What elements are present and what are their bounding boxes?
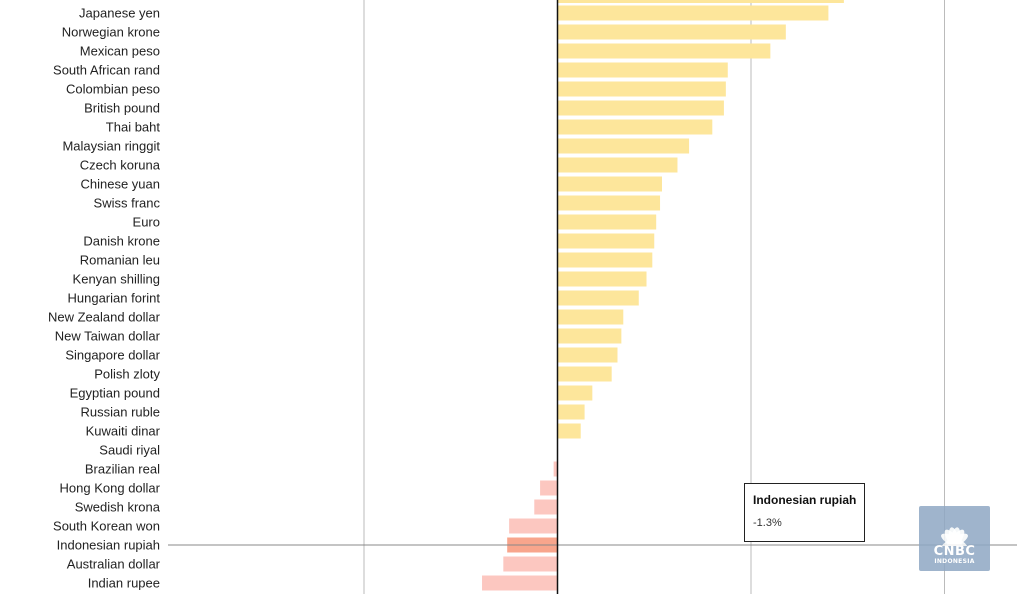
bar <box>557 81 726 97</box>
bar <box>557 404 585 420</box>
category-label: Hong Kong dollar <box>60 481 161 496</box>
category-label: Australian dollar <box>67 557 161 572</box>
category-label: South African rand <box>53 63 160 78</box>
category-label: Indian rupee <box>88 576 160 591</box>
category-label: South Korean won <box>53 519 160 534</box>
category-label: New Taiwan dollar <box>55 329 161 344</box>
tooltip-value: -1.3% <box>753 517 782 529</box>
category-label: Kuwaiti dinar <box>86 424 161 439</box>
bar <box>557 309 624 325</box>
category-label: Indonesian rupiah <box>57 538 160 553</box>
category-label: Romanian leu <box>80 253 160 268</box>
bar <box>557 423 581 439</box>
category-label: Thai baht <box>106 120 161 135</box>
bar <box>557 62 728 78</box>
category-label: Swedish krona <box>75 500 161 515</box>
category-label: Colombian peso <box>66 82 160 97</box>
bar <box>557 290 639 306</box>
bar <box>534 499 558 515</box>
bar <box>557 366 612 382</box>
bar <box>557 233 655 249</box>
tooltip-title: Indonesian rupiah <box>753 493 857 507</box>
bar <box>557 385 593 401</box>
bar <box>553 461 558 477</box>
category-label: Chinese yuan <box>81 177 161 192</box>
category-label: Swiss franc <box>94 196 161 211</box>
bar <box>482 575 558 591</box>
bar <box>557 271 647 287</box>
category-label: Brazilian real <box>85 462 160 477</box>
bar <box>557 328 622 344</box>
category-label: British pound <box>84 101 160 116</box>
bar <box>557 214 657 230</box>
category-label: Euro <box>133 215 160 230</box>
bar <box>557 43 771 59</box>
bar <box>557 195 661 211</box>
category-label: Norwegian krone <box>62 25 160 40</box>
category-label: Saudi riyal <box>99 443 160 458</box>
bar <box>557 157 678 173</box>
cnbc-indonesia-logo: CNBC INDONESIA <box>919 506 990 571</box>
bar <box>557 347 618 363</box>
category-label: Danish krone <box>83 234 160 249</box>
bar <box>557 138 690 154</box>
bar <box>509 518 558 534</box>
category-label: Hungarian forint <box>68 291 161 306</box>
bar <box>557 119 713 135</box>
category-label: Singapore dollar <box>65 348 160 363</box>
bar <box>540 480 558 496</box>
chart-tooltip: Indonesian rupiah -1.3% <box>744 483 865 542</box>
category-label: Egyptian pound <box>70 386 160 401</box>
bar <box>503 556 558 572</box>
logo-main-text: CNBC <box>933 544 976 559</box>
category-label: Russian ruble <box>81 405 161 420</box>
category-label: Malaysian ringgit <box>62 139 160 154</box>
bar <box>557 0 844 3</box>
category-label: Mexican peso <box>80 44 160 59</box>
category-label: Japanese yen <box>79 6 160 21</box>
category-label: Polish zloty <box>94 367 160 382</box>
bar <box>557 24 786 40</box>
category-label: New Zealand dollar <box>48 310 161 325</box>
bar <box>557 176 662 192</box>
category-label: Czech koruna <box>80 158 161 173</box>
bar <box>557 5 829 21</box>
bar <box>557 252 653 268</box>
bar <box>557 100 724 116</box>
category-label: Kenyan shilling <box>73 272 160 287</box>
logo-sub-text: INDONESIA <box>934 558 975 565</box>
peacock-icon <box>941 527 968 546</box>
